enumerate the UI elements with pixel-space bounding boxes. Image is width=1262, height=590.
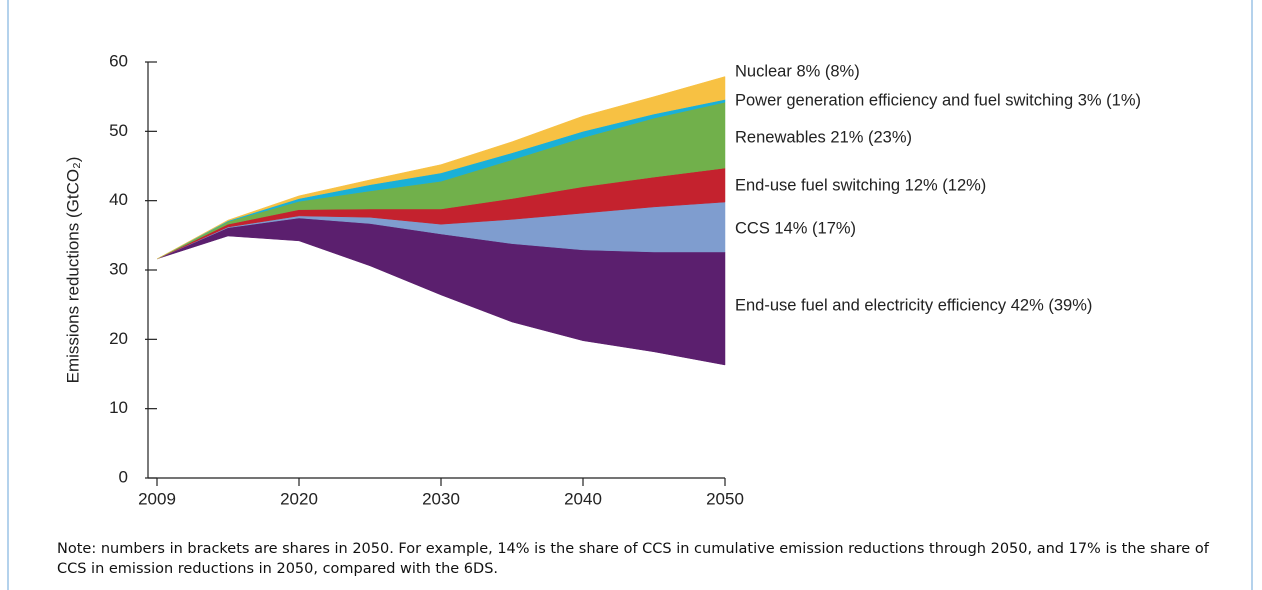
y-axis-label: Emissions reductions (GtCO₂) <box>63 157 82 384</box>
note: Note: numbers in brackets are shares in … <box>57 541 1209 577</box>
y-tick-label: 50 <box>109 121 128 140</box>
y-tick-label: 0 <box>119 467 128 486</box>
legend-label: CCS 14% (17%) <box>735 219 856 237</box>
area <box>156 76 726 260</box>
x-tick-label: 2050 <box>706 489 744 508</box>
y-tick-label: 60 <box>109 51 128 70</box>
legend-label: End-use fuel switching 12% (12%) <box>735 176 986 194</box>
x-tick-label: 2040 <box>564 489 602 508</box>
legend-label: Nuclear 8% (8%) <box>735 62 860 80</box>
legend-label: Renewables 21% (23%) <box>735 128 912 146</box>
legend-label: End-use fuel and electricity efficiency … <box>735 296 1092 314</box>
x-tick-label: 2009 <box>138 489 176 508</box>
y-tick-label: 30 <box>109 259 128 278</box>
legend-label: Power generation efficiency and fuel swi… <box>735 91 1141 109</box>
x-tick-label: 2030 <box>422 489 460 508</box>
y-tick-label: 10 <box>109 398 128 417</box>
x-tick-label: 2020 <box>280 489 318 508</box>
y-tick-label: 40 <box>109 190 128 209</box>
y-tick-label: 20 <box>109 329 128 348</box>
frame <box>7 0 1253 590</box>
